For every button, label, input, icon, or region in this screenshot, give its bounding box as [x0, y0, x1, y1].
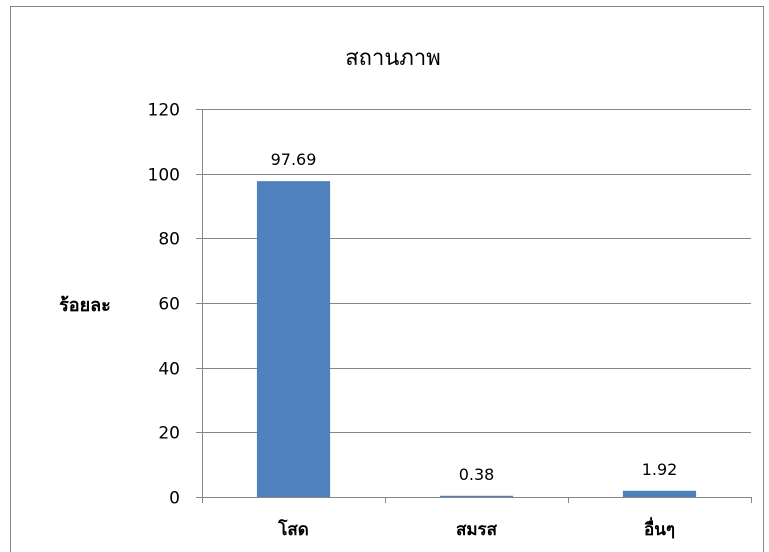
- x-category-label: สมรส: [456, 520, 498, 540]
- y-axis-label: ร้อยละ: [59, 295, 111, 316]
- x-category-label: อื่นๆ: [644, 517, 675, 540]
- bars: [256, 181, 697, 497]
- labels: 0 20 40 60 80 100 120 97.69 โสด 0.38 สมรส 1.92 อื่นๆ: [148, 101, 678, 541]
- bar: [439, 495, 514, 497]
- axes: [196, 109, 752, 503]
- chart-title: สถานภาพ: [345, 46, 441, 71]
- bar: [256, 181, 331, 497]
- y-tick-label: 120: [148, 101, 180, 121]
- y-tick-label: 40: [158, 360, 180, 380]
- y-tick-label: 80: [158, 230, 180, 250]
- y-tick-label: 100: [148, 166, 180, 186]
- data-label: 97.69: [271, 150, 317, 169]
- y-tick-label: 0: [169, 489, 180, 509]
- y-tick-label: 20: [158, 424, 180, 444]
- data-label: 0.38: [459, 465, 495, 484]
- data-label: 1.92: [642, 460, 678, 479]
- bar: [622, 490, 697, 497]
- x-category-label: โสด: [277, 519, 309, 540]
- chart-frame: [10, 6, 764, 552]
- y-tick-label: 60: [158, 295, 180, 315]
